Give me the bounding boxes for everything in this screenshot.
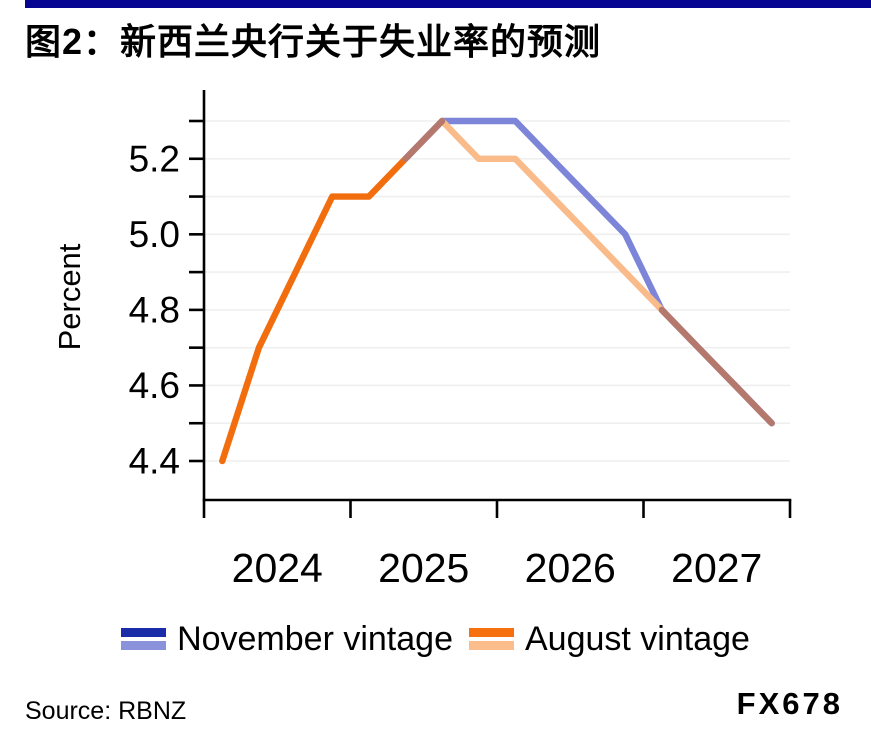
svg-text:Percent: Percent [52, 243, 87, 350]
svg-text:5.2: 5.2 [129, 138, 180, 179]
chart-series-lines [219, 117, 775, 465]
august-forecast-swatch [468, 641, 514, 650]
legend-item-november: November vintage [121, 622, 453, 656]
fx678-watermark: FX678 [736, 686, 843, 721]
svg-text:4.4: 4.4 [129, 441, 180, 482]
line-overlap-rise [402, 117, 446, 163]
svg-text:4.8: 4.8 [129, 289, 180, 330]
svg-text:2026: 2026 [525, 545, 616, 591]
november-actual-swatch [121, 628, 167, 637]
august-actual-swatch [468, 628, 514, 637]
november-line-swatch-icon [121, 628, 167, 650]
legend-label-november: November vintage [177, 620, 453, 658]
line-overlap-tail [658, 306, 775, 427]
svg-text:4.6: 4.6 [129, 365, 180, 406]
unemployment-forecast-chart: 4.4 4.6 4.8 5.0 5.2 Percent 2024 2025 2026 2027 [52, 90, 792, 591]
svg-text:2024: 2024 [232, 545, 323, 591]
line-august-forecast [438, 117, 665, 314]
svg-text:2027: 2027 [671, 545, 762, 591]
svg-text:5.0: 5.0 [129, 214, 180, 255]
legend-label-august: August vintage [524, 620, 750, 658]
chart-gridlines [204, 120, 790, 462]
chart-axes [189, 90, 792, 518]
chart-legend: November vintage August vintage [0, 613, 871, 665]
svg-text:2025: 2025 [378, 545, 469, 591]
line-august-actual [219, 155, 409, 465]
august-line-swatch-icon [468, 628, 514, 650]
legend-item-august: August vintage [468, 620, 750, 658]
november-forecast-swatch [121, 641, 167, 650]
page-title: 图2：新西兰央行关于失业率的预测 [25, 21, 602, 62]
title-accent-bar [25, 0, 871, 8]
source-note: Source: RBNZ [25, 697, 187, 725]
chart-axis-labels: 4.4 4.6 4.8 5.0 5.2 Percent 2024 2025 2026 2027 [52, 138, 762, 591]
